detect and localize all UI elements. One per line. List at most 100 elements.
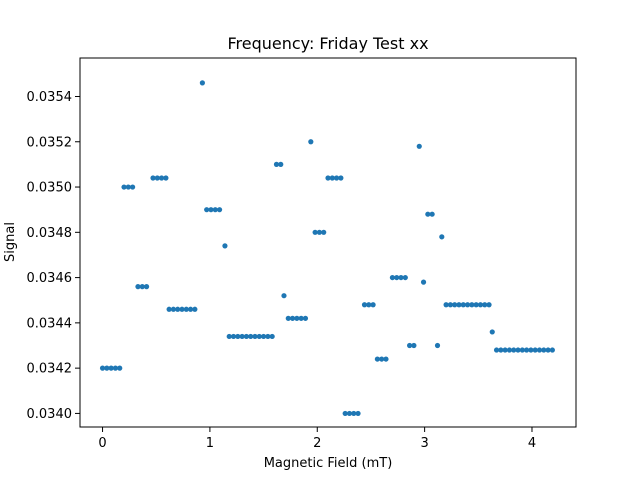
data-point: [312, 229, 318, 235]
data-point: [170, 306, 176, 312]
data-point: [294, 315, 300, 321]
chart-title: Frequency: Friday Test xx: [227, 34, 428, 53]
data-point: [429, 211, 435, 217]
data-point: [179, 306, 185, 312]
data-point: [175, 306, 181, 312]
data-point: [346, 410, 353, 417]
data-point: [493, 347, 500, 353]
data-point: [108, 365, 114, 371]
data-point: [163, 175, 169, 181]
data-point: [452, 302, 458, 308]
data-point: [273, 161, 280, 167]
data-point: [289, 315, 296, 321]
data-point: [226, 333, 232, 340]
data-point: [239, 333, 245, 340]
data-point: [549, 347, 555, 353]
data-point: [406, 342, 413, 349]
data-point: [489, 329, 495, 335]
data-point: [398, 274, 404, 281]
data-point: [104, 365, 110, 371]
data-point: [308, 139, 314, 145]
data-point: [383, 356, 389, 362]
data-point: [333, 175, 340, 181]
data-point: [374, 356, 380, 362]
data-point: [150, 175, 156, 181]
x-tick-label: 1: [206, 436, 214, 451]
data-point: [316, 229, 323, 235]
y-tick-label: 0.0354: [27, 90, 73, 105]
data-point: [208, 207, 214, 213]
data-point: [112, 365, 119, 371]
x-tick-label: 2: [313, 436, 321, 451]
data-point: [464, 302, 471, 308]
data-point: [402, 274, 408, 281]
data-point: [281, 293, 287, 299]
data-point: [366, 302, 372, 308]
data-point: [204, 207, 210, 213]
data-point: [355, 410, 361, 417]
data-point: [298, 315, 304, 321]
data-point: [498, 347, 504, 353]
y-tick-label: 0.0346: [27, 271, 73, 286]
data-point: [361, 302, 368, 308]
data-point: [447, 302, 453, 308]
data-point: [473, 302, 479, 308]
data-point: [411, 342, 417, 349]
data-point: [265, 333, 271, 340]
data-point: [99, 365, 106, 371]
data-points: [99, 80, 555, 417]
data-point: [139, 284, 145, 290]
y-tick-label: 0.0350: [27, 181, 73, 196]
data-point: [545, 347, 551, 353]
plot-frame: [79, 57, 577, 428]
data-point: [117, 365, 123, 371]
data-point: [528, 347, 534, 353]
data-point: [425, 211, 431, 217]
data-point: [370, 302, 376, 308]
data-point: [285, 315, 291, 321]
y-tick-label: 0.0348: [27, 226, 73, 241]
data-point: [243, 333, 250, 340]
y-axis-label: Signal: [3, 222, 18, 262]
data-point: [166, 306, 172, 312]
data-point: [230, 333, 237, 340]
data-point: [420, 279, 427, 285]
data-point: [389, 274, 396, 281]
data-point: [524, 347, 530, 353]
y-tick-label: 0.0344: [27, 316, 73, 331]
data-point: [443, 302, 449, 308]
x-tick-label: 0: [98, 436, 106, 451]
x-axis-label: Magnetic Field (mT): [264, 456, 393, 471]
y-tick-label: 0.0340: [27, 407, 73, 422]
data-point: [143, 284, 150, 290]
x-axis-ticks: 0 1 2 3 4: [98, 427, 536, 451]
data-point: [121, 184, 127, 190]
data-point: [252, 333, 258, 340]
data-point: [278, 161, 284, 167]
data-point: [351, 410, 357, 417]
data-point: [183, 306, 189, 312]
data-point: [158, 175, 165, 181]
data-point: [502, 347, 508, 353]
data-point: [325, 175, 331, 181]
data-point: [338, 175, 344, 181]
data-point: [199, 80, 205, 86]
data-point: [154, 175, 160, 181]
data-point: [515, 347, 521, 353]
y-tick-label: 0.0342: [27, 362, 73, 377]
data-point: [482, 302, 488, 308]
data-point: [192, 306, 198, 312]
x-tick-label: 4: [528, 436, 536, 451]
data-point: [532, 347, 538, 353]
data-point: [269, 333, 275, 340]
data-point: [321, 229, 327, 235]
data-point: [486, 302, 492, 308]
data-point: [536, 347, 543, 353]
data-point: [256, 333, 262, 340]
data-point: [235, 333, 241, 340]
data-point: [135, 284, 141, 290]
data-point: [125, 184, 131, 190]
data-point: [329, 175, 335, 181]
data-point: [260, 333, 267, 340]
data-point: [477, 302, 484, 308]
